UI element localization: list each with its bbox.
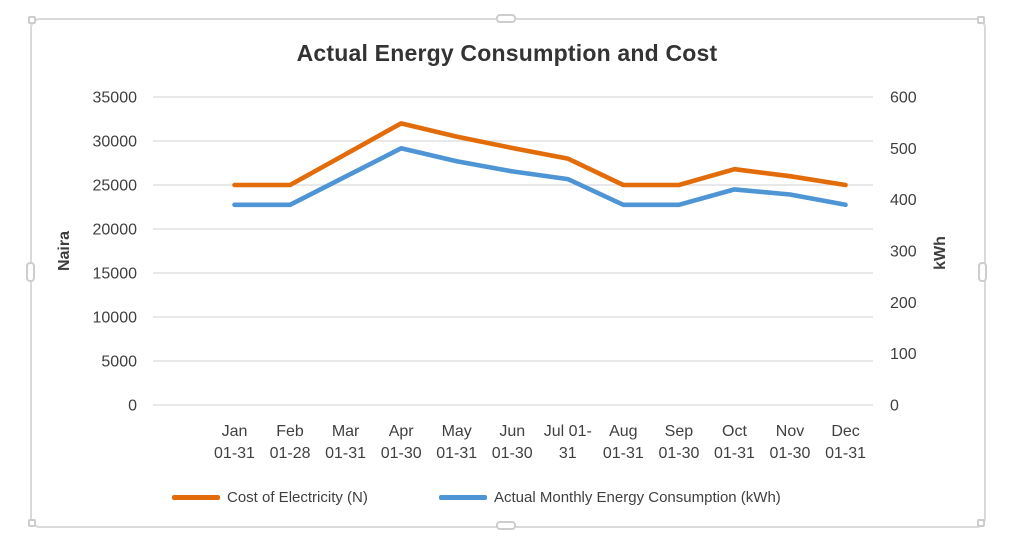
x-axis-tick-label: Aug 01-31 (603, 423, 644, 462)
resize-handle-bottom-left[interactable] (28, 519, 36, 527)
legend-swatch-energy (439, 495, 487, 500)
x-axis-tick-label: Sep 01-30 (658, 423, 699, 462)
resize-handle-left[interactable] (26, 262, 35, 282)
y2-axis-tick-label: 100 (890, 346, 917, 363)
x-axis-tick-label: Apr 01-30 (381, 423, 422, 462)
y2-axis-tick-label: 400 (890, 192, 917, 209)
x-axis-tick-label: Dec 01-31 (825, 423, 866, 462)
resize-handle-bottom-right[interactable] (977, 519, 985, 527)
legend-swatch-cost (172, 495, 220, 500)
left-axis-title: Naira (56, 230, 73, 272)
x-axis-tick-label: Jan 01-31 (214, 423, 255, 462)
y-axis-tick-label: 15000 (93, 266, 138, 283)
x-axis-tick-label: Oct 01-31 (714, 423, 755, 462)
chart-title: Actual Energy Consumption and Cost (296, 40, 718, 66)
y-axis-tick-label: 30000 (93, 134, 138, 151)
resize-handle-bottom[interactable] (496, 521, 516, 530)
y-axis-tick-label: 35000 (93, 90, 138, 107)
legend-item-energy[interactable]: Actual Monthly Energy Consumption (kWh) (439, 489, 781, 506)
y2-axis-tick-label: 0 (890, 398, 899, 415)
y2-axis-tick-label: 500 (890, 141, 917, 158)
y2-axis-tick-label: 300 (890, 244, 917, 261)
right-axis-title: kWh (932, 236, 949, 270)
resize-handle-top[interactable] (496, 14, 516, 23)
series-line-0[interactable] (232, 121, 848, 188)
y2-axis-tick-label: 200 (890, 295, 917, 312)
resize-handle-top-right[interactable] (977, 16, 985, 24)
x-axis-tick-label: Mar 01-31 (325, 423, 366, 462)
legend-label-cost: Cost of Electricity (N) (227, 489, 368, 506)
legend-item-cost[interactable]: Cost of Electricity (N) (172, 489, 368, 506)
y-axis-tick-label: 0 (128, 398, 137, 415)
resize-handle-top-left[interactable] (28, 16, 36, 24)
y2-axis-tick-label: 600 (890, 90, 917, 107)
y-axis-tick-label: 5000 (101, 354, 137, 371)
x-axis-tick-label: Nov 01-30 (770, 423, 811, 462)
legend-label-energy: Actual Monthly Energy Consumption (kWh) (494, 489, 781, 506)
x-axis-tick-label: Jul 01-31 (544, 423, 592, 462)
x-axis-tick-label: Jun 01-30 (492, 423, 533, 462)
y-axis-tick-label: 25000 (93, 178, 138, 195)
y-axis-tick-label: 10000 (93, 310, 138, 327)
x-axis-tick-label: May 01-31 (436, 423, 477, 462)
resize-handle-right[interactable] (978, 262, 987, 282)
y-axis-tick-label: 20000 (93, 222, 138, 239)
series-line-1[interactable] (232, 146, 848, 208)
x-axis-tick-label: Feb 01-28 (270, 423, 311, 462)
